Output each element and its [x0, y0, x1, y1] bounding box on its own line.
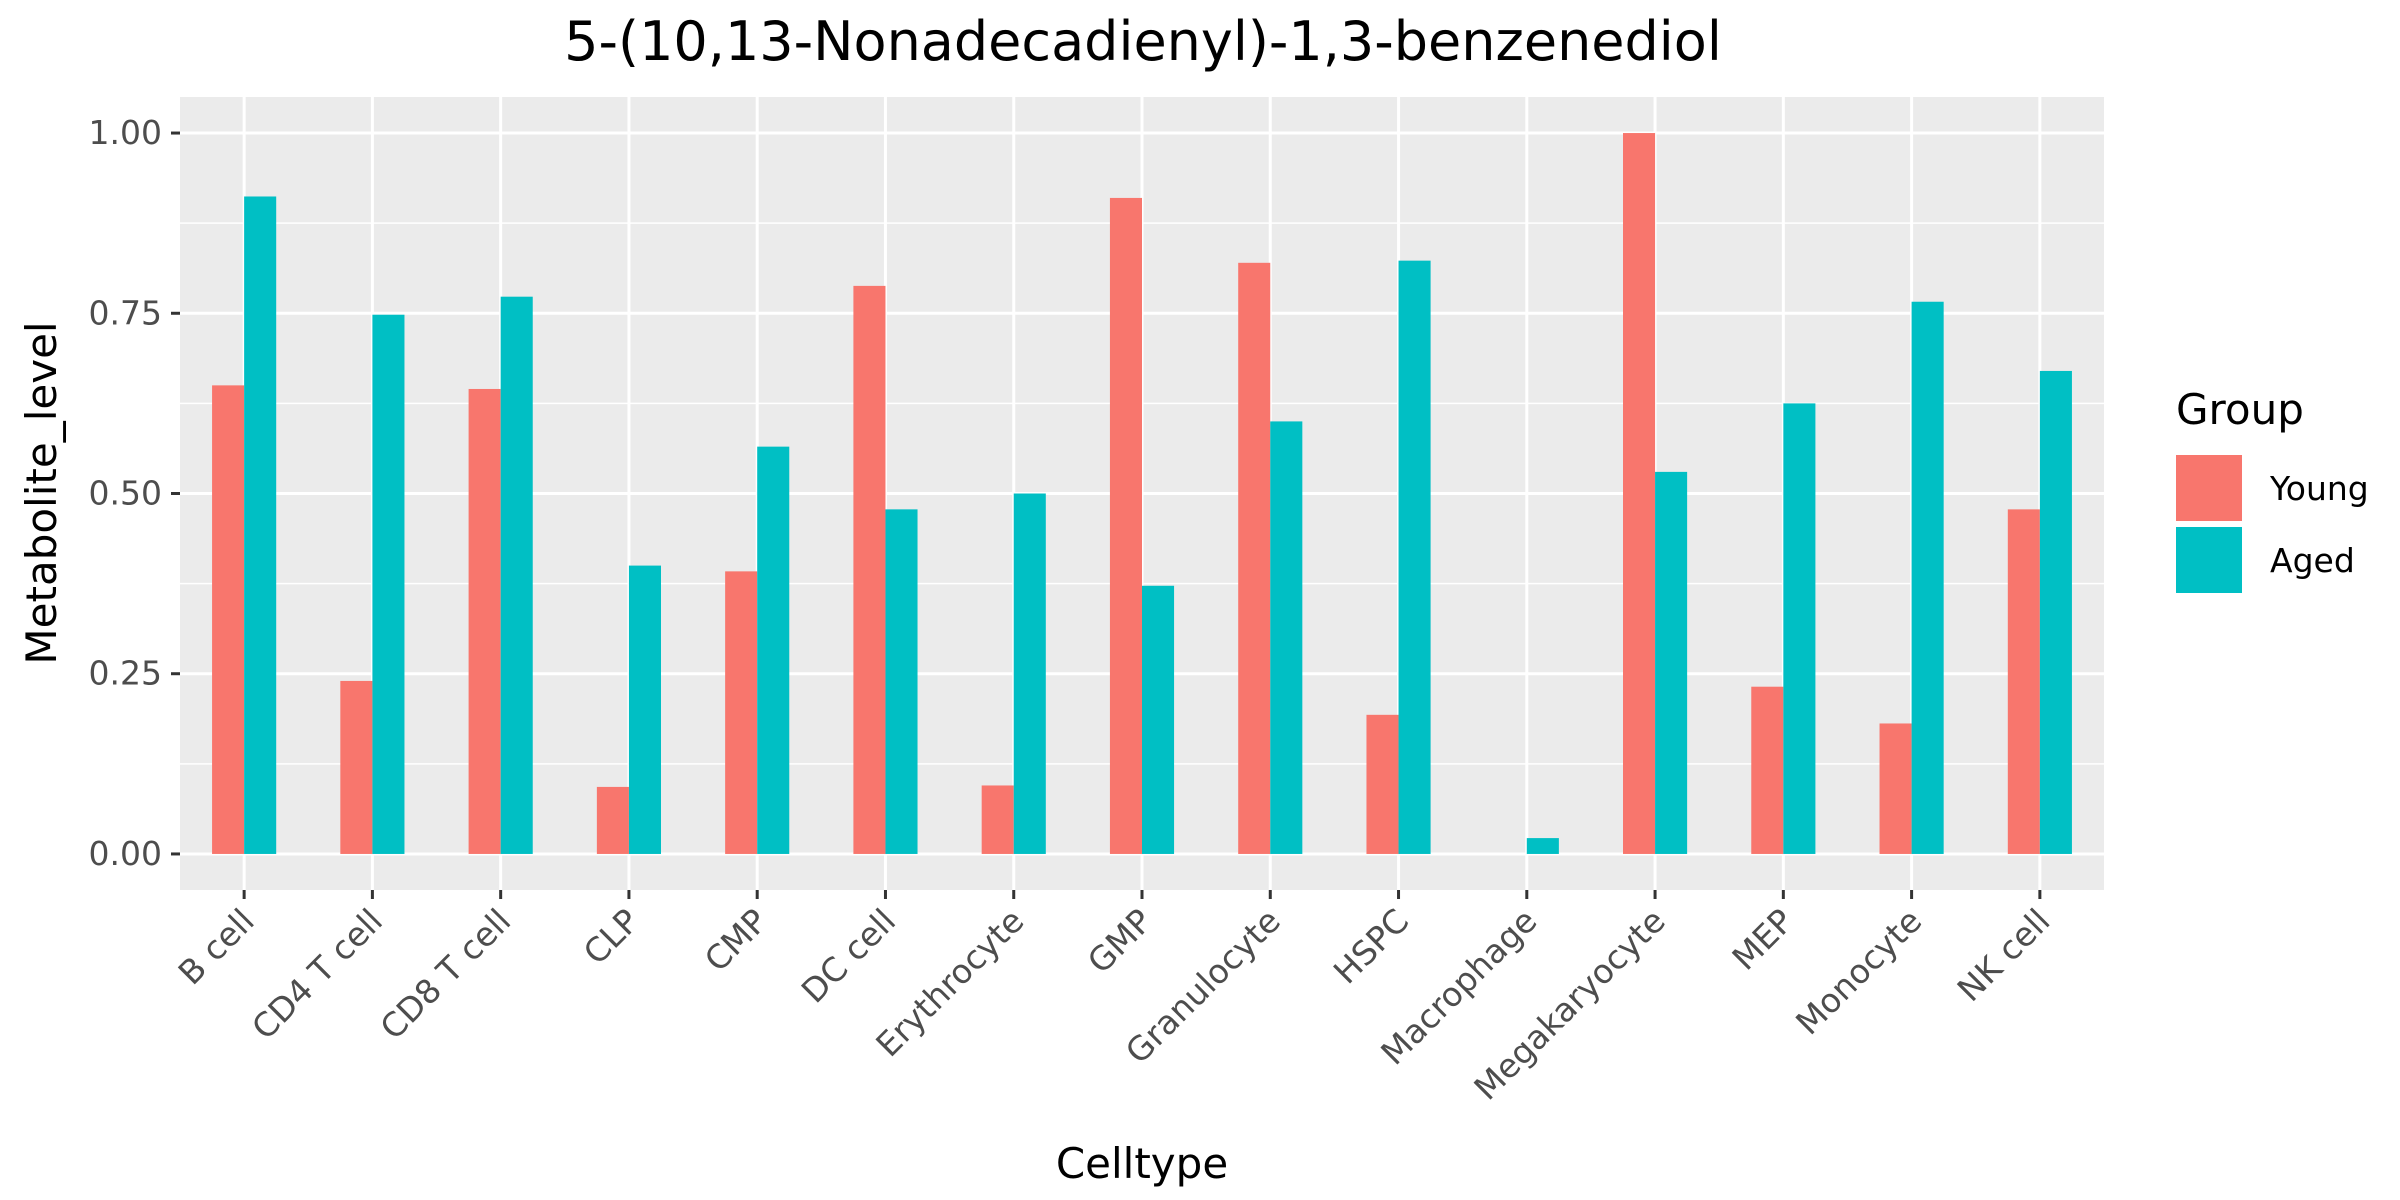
- x-tick-label: GMP: [1080, 901, 1160, 981]
- bar-young-granulocyte: [1238, 262, 1271, 854]
- bar-young-b-cell: [212, 385, 245, 854]
- x-tick-label: DC cell: [794, 901, 903, 1010]
- bar-aged-cmp: [757, 446, 790, 854]
- x-tick-label: CD8 T cell: [372, 901, 518, 1047]
- x-tick-label: HSPC: [1326, 901, 1416, 991]
- bar-young-gmp: [1109, 197, 1142, 854]
- bar-young-cd4-t-cell: [340, 680, 373, 854]
- bar-aged-mep: [1783, 403, 1816, 854]
- y-axis-title: Metabolite_level: [17, 321, 66, 664]
- bar-aged-clp: [628, 565, 661, 854]
- bar-aged-macrophage: [1526, 838, 1559, 854]
- bar-young-cmp: [725, 571, 758, 854]
- legend-label-aged: Aged: [2270, 541, 2355, 580]
- y-tick-label: 0.50: [89, 474, 162, 513]
- bar-aged-granulocyte: [1270, 421, 1303, 854]
- bar-young-megakaryocyte: [1623, 133, 1656, 854]
- x-tick-label: Monocyte: [1788, 901, 1929, 1042]
- x-tick-label: CMP: [697, 901, 775, 979]
- y-axis: 0.00 0.25 0.50 0.75 1.00: [89, 113, 180, 873]
- legend-title: Group: [2176, 385, 2304, 434]
- bar-aged-erythrocyte: [1013, 493, 1046, 854]
- bar-young-monocyte: [1879, 723, 1912, 854]
- bar-young-erythrocyte: [981, 785, 1014, 854]
- legend-label-young: Young: [2269, 469, 2369, 508]
- bar-aged-cd8-t-cell: [500, 296, 533, 854]
- bar-aged-b-cell: [244, 196, 277, 854]
- x-tick-label: MEP: [1724, 901, 1801, 978]
- y-tick-label: 1.00: [89, 113, 162, 152]
- chart-title: 5-(10,13-Nonadecadienyl)-1,3-benzenediol: [564, 10, 1722, 73]
- bar-aged-megakaryocyte: [1655, 471, 1688, 854]
- y-tick-label: 0.75: [89, 293, 162, 332]
- x-tick-label: CLP: [576, 901, 647, 972]
- x-axis-title: Celltype: [1056, 1139, 1228, 1188]
- bar-aged-cd4-t-cell: [372, 314, 405, 854]
- legend-key-aged: [2176, 527, 2242, 593]
- bar-aged-dc-cell: [885, 509, 918, 854]
- x-tick-label: CD4 T cell: [244, 901, 390, 1047]
- bar-young-hspc: [1366, 714, 1399, 854]
- bar-young-cd8-t-cell: [468, 388, 501, 854]
- bar-aged-nk-cell: [2039, 370, 2072, 854]
- bar-aged-monocyte: [1911, 301, 1944, 854]
- y-tick-label: 0.25: [89, 654, 162, 693]
- bar-young-clp: [596, 786, 629, 854]
- bar-young-dc-cell: [853, 285, 886, 854]
- bar-young-mep: [1751, 686, 1784, 854]
- bar-aged-hspc: [1398, 260, 1431, 854]
- legend-key-young: [2176, 455, 2242, 521]
- bars-layer: [212, 133, 2072, 854]
- x-tick-label: NK cell: [1950, 901, 2058, 1009]
- bar-aged-gmp: [1142, 585, 1175, 854]
- legend: Group Young Aged: [2176, 385, 2369, 593]
- y-tick-label: 0.00: [89, 834, 162, 873]
- x-tick-label: B cell: [171, 901, 262, 992]
- bar-young-nk-cell: [2007, 509, 2040, 854]
